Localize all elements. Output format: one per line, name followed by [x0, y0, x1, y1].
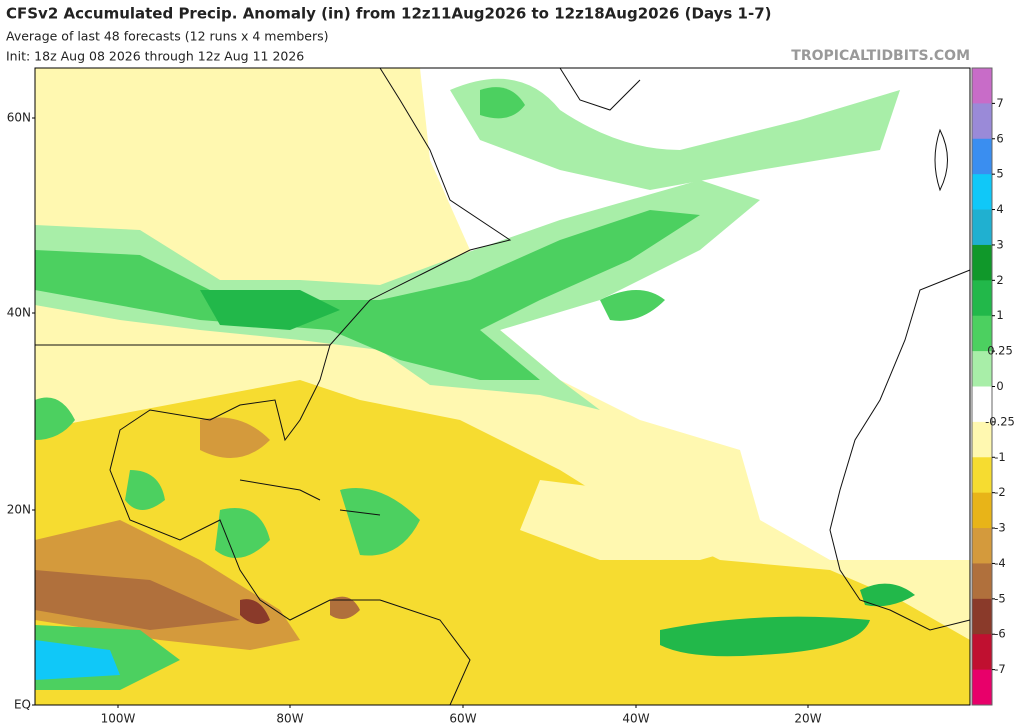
watermark: TROPICALTIDBITS.COM	[791, 48, 970, 64]
colorbar-cell	[972, 351, 992, 387]
lon-label: 80W	[276, 712, 303, 726]
colorbar-cell	[972, 528, 992, 564]
colorbar-label: -0.25	[985, 414, 1015, 428]
lon-label: 60W	[449, 712, 476, 726]
colorbar-cell	[972, 315, 992, 352]
colorbar-label: 6	[996, 131, 1003, 145]
colorbar-label: -1	[994, 450, 1005, 464]
colorbar-cell	[972, 669, 992, 706]
colorbar-cell	[972, 103, 992, 140]
colorbar-label: -7	[994, 662, 1005, 676]
colorbar: 7 6 5 4 3 2 1 0.25 0 -0.25 -1 -2 -3 -4 -5 -6 -7	[971, 67, 1015, 706]
colorbar-label: 0	[996, 379, 1003, 393]
colorbar-cell	[972, 68, 992, 104]
lat-label: EQ	[14, 698, 31, 712]
colorbar-label: 4	[996, 202, 1003, 216]
map-field	[35, 68, 970, 705]
colorbar-label: -4	[994, 556, 1005, 570]
lon-label: 100W	[101, 712, 136, 726]
colorbar-cell	[972, 563, 992, 600]
colorbar-label: 0.25	[987, 344, 1013, 358]
colorbar-label: 1	[996, 308, 1003, 322]
colorbar-cell	[972, 598, 992, 635]
init-time: Init: 18z Aug 08 2026 through 12z Aug 11…	[6, 49, 304, 64]
colorbar-cell	[972, 209, 992, 246]
map-frame	[34, 67, 971, 706]
colorbar-label: -5	[994, 591, 1005, 605]
coastlines	[35, 67, 971, 706]
colorbar-cell	[972, 280, 992, 317]
colorbar-label: 5	[996, 167, 1003, 181]
colorbar-cell	[972, 138, 992, 175]
colorbar-label: -3	[994, 521, 1005, 535]
axis-labels: 60N 40N 20N EQ 100W 80W 60W 40W 20W	[7, 111, 822, 726]
colorbar-cell	[972, 457, 992, 494]
colorbar-cell	[972, 386, 992, 423]
colorbar-label: -2	[994, 485, 1005, 499]
colorbar-cell	[972, 492, 992, 529]
colorbar-cell	[972, 174, 992, 211]
lon-label: 20W	[794, 712, 821, 726]
colorbar-label: 3	[996, 237, 1003, 251]
lon-label: 40W	[622, 712, 649, 726]
colorbar-cell	[972, 421, 992, 458]
lat-label: 20N	[7, 503, 31, 517]
colorbar-cell	[972, 244, 992, 281]
colorbar-label: 7	[996, 96, 1003, 110]
colorbar-label: -6	[994, 627, 1005, 641]
subtitle: Average of last 48 forecasts (12 runs x …	[6, 29, 328, 44]
title: CFSv2 Accumulated Precip. Anomaly (in) f…	[6, 5, 772, 23]
colorbar-cell	[972, 634, 992, 671]
lat-label: 40N	[7, 306, 31, 320]
lat-label: 60N	[7, 111, 31, 125]
colorbar-label: 2	[996, 273, 1003, 287]
